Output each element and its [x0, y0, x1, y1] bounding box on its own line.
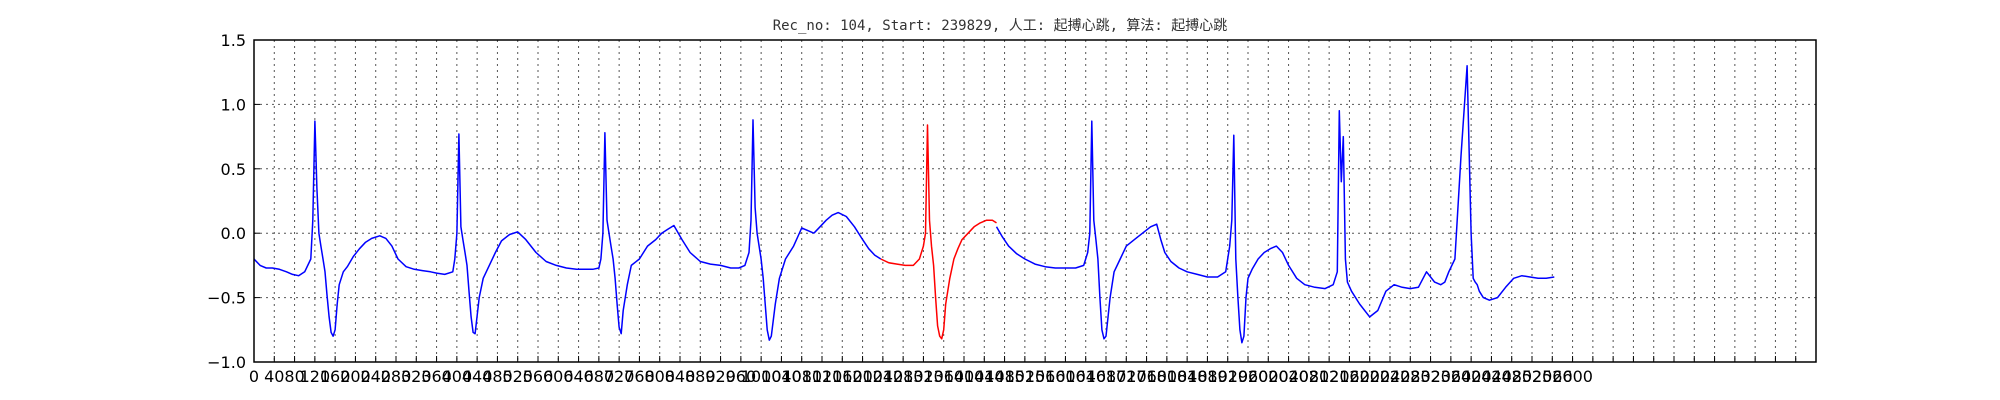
- x-tick-label: 1760: [1126, 367, 1167, 386]
- y-tick-label: −0.5: [207, 289, 246, 308]
- y-tick-label: 0.0: [221, 224, 246, 243]
- x-tick-label: 1000: [741, 367, 782, 386]
- x-tick-label: 2520: [1512, 367, 1553, 386]
- x-tick-label: 0: [249, 367, 259, 386]
- x-tick-label: 1840: [1167, 367, 1208, 386]
- x-tick-label: 1240: [862, 367, 903, 386]
- x-tick-label: 680: [584, 367, 615, 386]
- x-tick-label: 2200: [1349, 367, 1390, 386]
- y-tick-label: 1.5: [221, 31, 246, 50]
- x-tick-label: 320: [401, 367, 432, 386]
- series-line-ecg-cont: [813, 211, 882, 260]
- x-tick-label: 1080: [781, 367, 822, 386]
- x-tick-label: 1560: [1025, 367, 1066, 386]
- y-tick-label: −1.0: [207, 353, 246, 372]
- x-tick-label: 1480: [984, 367, 1025, 386]
- x-tick-label: 1720: [1106, 367, 1147, 386]
- x-tick-label: 280: [381, 367, 412, 386]
- x-tick-label: 1120: [802, 367, 843, 386]
- x-tick-label: 2480: [1491, 367, 1532, 386]
- x-tick-label: 520: [502, 367, 533, 386]
- x-tick-label: 1440: [964, 367, 1005, 386]
- x-tick-label: 2600: [1552, 367, 1593, 386]
- x-tick-label: 2000: [1248, 367, 1289, 386]
- x-tick-label: 240: [360, 367, 391, 386]
- x-tick-label: 1520: [1004, 367, 1045, 386]
- x-tick-label: 1600: [1045, 367, 1086, 386]
- x-tick-label: 800: [644, 367, 675, 386]
- y-tick-label: 0.5: [221, 160, 246, 179]
- x-tick-label: 480: [482, 367, 513, 386]
- x-tick-label: 2240: [1370, 367, 1411, 386]
- x-tick-label: 1160: [822, 367, 863, 386]
- x-tick-label: 2120: [1309, 367, 1350, 386]
- x-tick-label: 40: [264, 367, 284, 386]
- x-tick-label: 400: [442, 367, 473, 386]
- series-line-annotated-beat: [880, 124, 997, 340]
- x-tick-label: 120: [300, 367, 331, 386]
- x-tick-label: 2080: [1288, 367, 1329, 386]
- y-tick-label: 1.0: [221, 95, 246, 114]
- x-tick-label: 1400: [944, 367, 985, 386]
- chart-title: Rec_no: 104, Start: 239829, 人工: 起搏心跳, 算法…: [773, 17, 1228, 34]
- x-tick-label: 640: [563, 367, 594, 386]
- x-tick-label: 1280: [883, 367, 924, 386]
- x-tick-label: 1320: [903, 367, 944, 386]
- x-tick-label: 1640: [1065, 367, 1106, 386]
- plot-frame: [253, 39, 1817, 363]
- x-tick-label: 600: [543, 367, 574, 386]
- x-tick-label: 2320: [1410, 367, 1451, 386]
- x-tick-label: 2560: [1532, 367, 1573, 386]
- axes: −1.0 −0.5 0.0 0.5 1.0 1.5 0 40 80120160200240280…: [207, 31, 1817, 386]
- x-tick-label: 1880: [1187, 367, 1228, 386]
- x-tick-label: 1360: [923, 367, 964, 386]
- x-tick-label: 160: [320, 367, 351, 386]
- x-tick-label: 2360: [1430, 367, 1471, 386]
- x-tick-label: 560: [523, 367, 554, 386]
- x-tick-label: 1800: [1146, 367, 1187, 386]
- x-tick-label: 2160: [1329, 367, 1370, 386]
- x-tick-label: 760: [624, 367, 655, 386]
- x-tick-label: 2440: [1471, 367, 1512, 386]
- series-line-ecg-tail: [995, 65, 1555, 344]
- series-lines: [253, 65, 1555, 344]
- x-tick-label: 1680: [1086, 367, 1127, 386]
- x-tick-label: 1920: [1207, 367, 1248, 386]
- x-tick-label: 2040: [1268, 367, 1309, 386]
- x-tick-label: 440: [462, 367, 493, 386]
- x-tick-label: 960: [726, 367, 757, 386]
- x-tick-label: 1200: [842, 367, 883, 386]
- x-tick-label: 720: [604, 367, 635, 386]
- x-tick-label: 2400: [1451, 367, 1492, 386]
- x-tick-label: 1960: [1228, 367, 1269, 386]
- x-tick-label: 200: [340, 367, 371, 386]
- x-tick-label: 840: [665, 367, 696, 386]
- x-tick-label: 80: [284, 367, 304, 386]
- grid: [253, 40, 1817, 362]
- series-line-ecg: [253, 119, 815, 341]
- x-tick-label: 360: [421, 367, 452, 386]
- x-tick-label: 920: [705, 367, 736, 386]
- x-tick-label: 1040: [761, 367, 802, 386]
- x-tick-label: 880: [685, 367, 716, 386]
- x-tick-label: 2280: [1390, 367, 1431, 386]
